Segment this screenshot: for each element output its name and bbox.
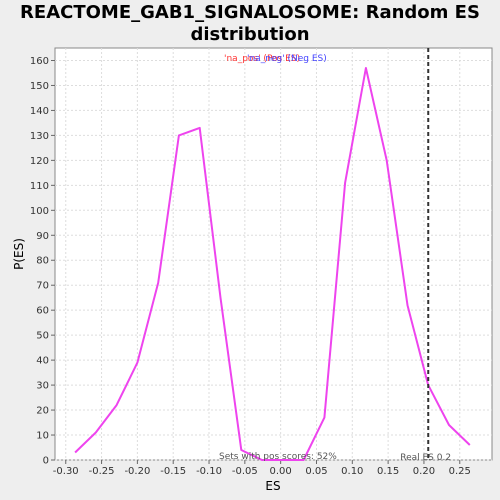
y-tick-label: 110	[30, 181, 49, 192]
x-tick-label: -0.30	[53, 466, 79, 477]
legend-item-neg: 'na_neg' (Neg ES)	[247, 54, 327, 64]
x-tick-label: -0.05	[232, 466, 258, 477]
x-tick-label: 0.25	[449, 466, 471, 477]
x-tick-label: -0.25	[89, 466, 115, 477]
y-tick-label: 90	[36, 231, 49, 242]
y-tick-label: 140	[30, 106, 49, 117]
y-tick-label: 70	[36, 281, 49, 292]
x-tick-label: 0.10	[341, 466, 363, 477]
y-tick-label: 120	[30, 156, 49, 167]
y-tick-label: 40	[36, 356, 49, 367]
y-axis: 0 10 20 30 40 50 60 70 80 90 100 110 120 130 140 150 160	[30, 56, 55, 467]
legend: 'na_pos' (Pos ES) 'na_neg' (Neg ES)	[224, 54, 327, 64]
y-tick-label: 80	[36, 256, 49, 267]
series-line	[74, 67, 471, 461]
y-tick-label: 150	[30, 81, 49, 92]
x-tick-label: 0.20	[413, 466, 435, 477]
legend-item-pos: 'na_pos' (Pos ES)	[224, 54, 300, 64]
plot-area	[54, 47, 493, 461]
y-tick-label: 50	[36, 331, 49, 342]
y-tick-label: 100	[30, 206, 49, 217]
chart-title: REACTOME_GAB1_SIGNALOSOME: Random ES dis…	[0, 2, 500, 46]
y-tick-label: 0	[43, 456, 49, 467]
y-tick-label: 60	[36, 306, 49, 317]
y-axis-title: P(ES)	[12, 238, 26, 270]
series-group	[74, 67, 471, 461]
y-tick-label: 20	[36, 406, 49, 417]
x-tick-label: 0.00	[270, 466, 292, 477]
y-tick-label: 10	[36, 431, 49, 442]
x-tick-label: -0.15	[160, 466, 186, 477]
x-axis: -0.30 -0.25 -0.20 -0.15 -0.10 -0.05 0.00 0.05 0.…	[53, 460, 471, 477]
real-es-label: Real ES 0.2	[400, 453, 451, 463]
pos-scores-annotation: Sets with pos scores: 52%	[219, 452, 337, 462]
x-tick-label: -0.10	[196, 466, 222, 477]
x-tick-label: 0.05	[305, 466, 327, 477]
y-tick-label: 160	[30, 56, 49, 67]
y-tick-label: 30	[36, 381, 49, 392]
real-es-group: Real ES 0.2	[400, 48, 451, 463]
x-tick-label: 0.15	[377, 466, 399, 477]
x-tick-label: -0.20	[124, 466, 150, 477]
chart-title-line-1: REACTOME_GAB1_SIGNALOSOME: Random ES	[20, 2, 480, 23]
y-tick-label: 130	[30, 131, 49, 142]
chart-title-line-2: distribution	[190, 24, 310, 45]
grid	[55, 48, 492, 461]
x-axis-title: ES	[265, 479, 280, 493]
